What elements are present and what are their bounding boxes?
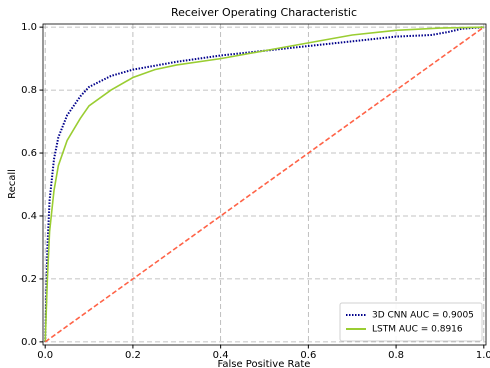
plot-frame [42, 23, 487, 346]
y-tick-label: 0.0 [21, 337, 37, 348]
y-tick-label: 0.4 [21, 211, 37, 222]
x-tick-label: 0.6 [300, 350, 316, 361]
y-tick-label: 0.2 [21, 274, 37, 285]
chart-title: Receiver Operating Characteristic [171, 6, 357, 19]
x-tick-label: 1.0 [476, 350, 490, 361]
y-tick-label: 0.8 [21, 85, 37, 96]
x-tick-label: 0.8 [388, 350, 404, 361]
roc-line [44, 26, 484, 342]
x-tick-label: 0.4 [213, 350, 229, 361]
roc-line [44, 26, 485, 343]
y-tick-label: 1.0 [21, 22, 37, 33]
x-tick-label: 0.2 [125, 350, 141, 361]
y-axis-label: Recall [7, 169, 18, 199]
x-tick-label: 0.0 [37, 350, 53, 361]
legend-label: LSTM AUC = 0.8916 [372, 325, 463, 335]
legend-label: 3D CNN AUC = 0.9005 [372, 311, 474, 321]
y-tick-label: 0.6 [21, 148, 37, 159]
legend-box [339, 302, 483, 342]
roc-line [44, 26, 484, 342]
x-axis-label: False Positive Rate [218, 359, 311, 368]
